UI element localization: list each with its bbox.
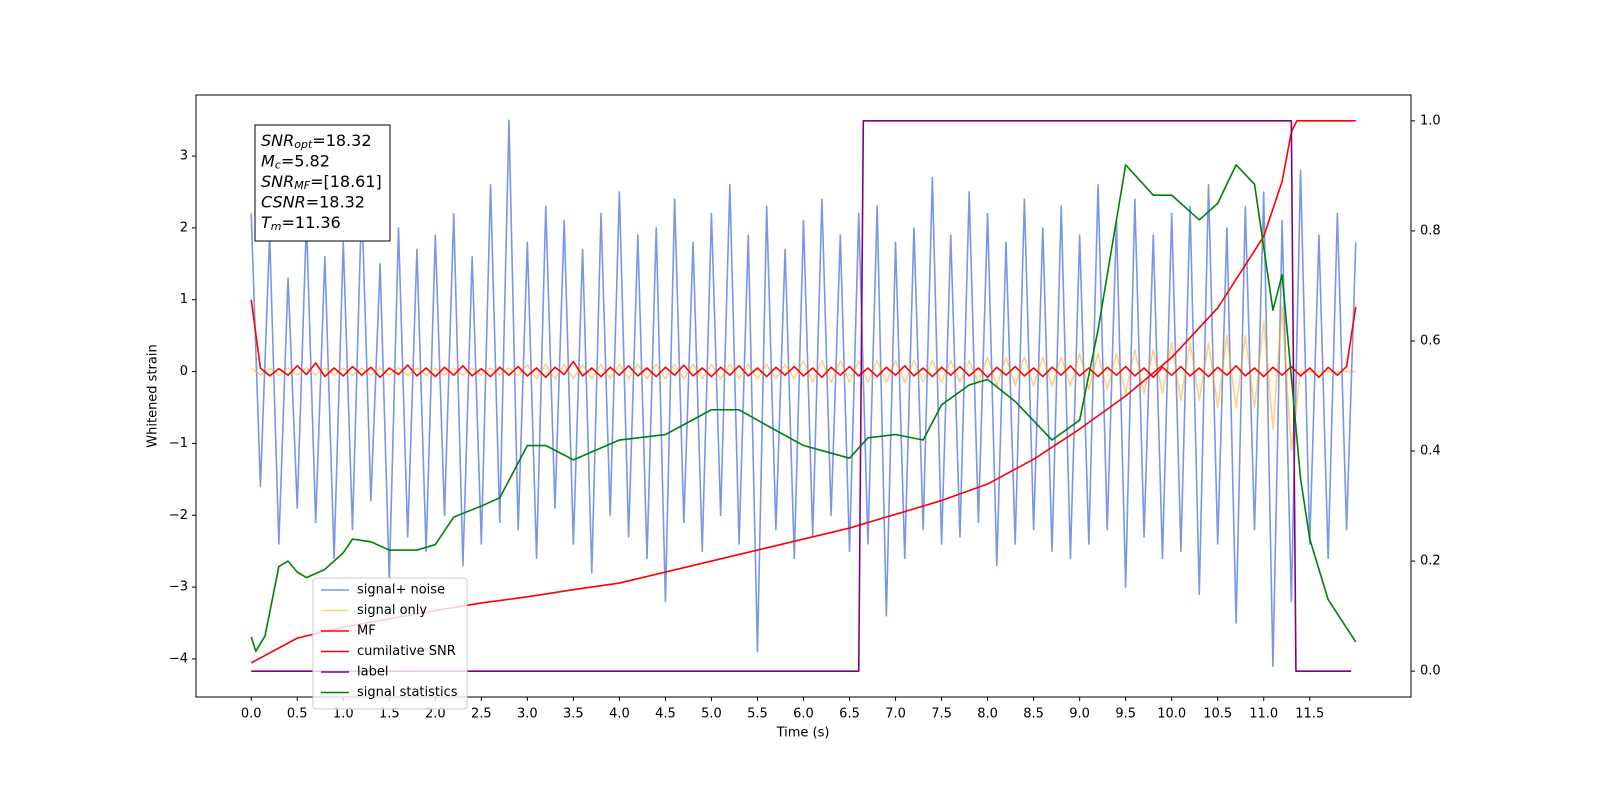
y-tick-label: −1 [169, 436, 188, 451]
x-tick-label: 6.0 [793, 707, 814, 722]
x-tick-label: 9.5 [1115, 707, 1136, 722]
annotation-main: CSNR [261, 192, 306, 211]
x-tick-label: 11.5 [1295, 707, 1324, 722]
x-tick-label: 11.0 [1249, 707, 1278, 722]
legend-box [312, 577, 468, 710]
legend-label: signal only [357, 603, 427, 618]
y2-tick-label: 0.2 [1420, 554, 1441, 569]
x-tick-label: 3.5 [563, 707, 584, 722]
legend-label: cumilative SNR [357, 644, 456, 659]
legend-label: signal+ noise [357, 583, 445, 598]
x-tick-label: 9.0 [1069, 707, 1090, 722]
annotation-line: Mc=5.82 [261, 151, 330, 172]
series-line [251, 120, 1352, 672]
x-axis-label: Time (s) [776, 726, 830, 741]
x-tick-label: 8.0 [977, 707, 998, 722]
annotation-main: T [261, 213, 272, 232]
series-line [250, 164, 1357, 653]
annotation-rest: =5.82 [281, 151, 330, 170]
x-tick-label: 2.5 [471, 707, 492, 722]
x-tick-label: 4.5 [655, 707, 676, 722]
x-tick-label: 0.0 [241, 707, 262, 722]
y2-tick-label: 0.0 [1420, 664, 1441, 679]
x-tick-label: 6.5 [839, 707, 860, 722]
y2-tick-label: 0.6 [1420, 333, 1441, 348]
annotation-main: SNR [261, 172, 294, 191]
y-tick-label: 0 [180, 364, 188, 379]
y-tick-label: 1 [180, 292, 188, 307]
y-tick-label: 2 [180, 220, 188, 235]
annotation-rest: =11.36 [282, 213, 341, 232]
annotation-sub: MF [294, 179, 310, 192]
y2-tick-label: 1.0 [1420, 113, 1441, 128]
x-tick-label: 5.5 [747, 707, 768, 722]
x-tick-label: 3.0 [517, 707, 538, 722]
x-tick-label: 1.0 [333, 707, 354, 722]
y2-tick-label: 0.4 [1420, 444, 1441, 459]
annotation-rest: =18.32 [306, 192, 365, 211]
annotation-line: Tm=11.36 [261, 213, 341, 234]
y-tick-label: −2 [169, 508, 188, 523]
x-tick-label: 7.5 [931, 707, 952, 722]
legend-label: label [357, 665, 388, 680]
series-line [250, 119, 1357, 667]
y-tick-label: −3 [169, 580, 188, 595]
legend-label: signal statistics [357, 685, 458, 700]
annotation-box [254, 124, 391, 242]
annotation-sub: m [271, 220, 282, 233]
x-tick-label: 7.0 [885, 707, 906, 722]
x-tick-label: 10.5 [1203, 707, 1232, 722]
annotation-main: M [261, 151, 275, 170]
x-tick-label: 10.0 [1157, 707, 1186, 722]
y-axis-label: Whitened strain [146, 344, 161, 447]
x-tick-label: 5.0 [701, 707, 722, 722]
legend-label: MF [357, 624, 376, 639]
annotation-line: CSNR=18.32 [261, 192, 365, 211]
x-tick-label: 0.5 [287, 707, 308, 722]
annotation-rest: =18.32 [312, 131, 371, 150]
annotation-sub: opt [294, 138, 313, 151]
annotation-line: SNRMF=[18.61] [261, 172, 382, 193]
y-tick-label: −4 [169, 651, 188, 666]
series-line [250, 306, 1356, 452]
x-tick-label: 8.5 [1023, 707, 1044, 722]
annotation-line: SNRopt=18.32 [261, 131, 372, 152]
x-tick-label: 2.0 [425, 707, 446, 722]
y-tick-label: 3 [180, 149, 188, 164]
annotation-sub: c [275, 159, 281, 172]
x-tick-label: 4.0 [609, 707, 630, 722]
y2-tick-label: 0.8 [1420, 223, 1441, 238]
series-line [250, 299, 1357, 379]
annotation-main: SNR [261, 131, 294, 150]
x-tick-label: 1.5 [379, 707, 400, 722]
annotation-rest: =[18.61] [310, 172, 382, 191]
